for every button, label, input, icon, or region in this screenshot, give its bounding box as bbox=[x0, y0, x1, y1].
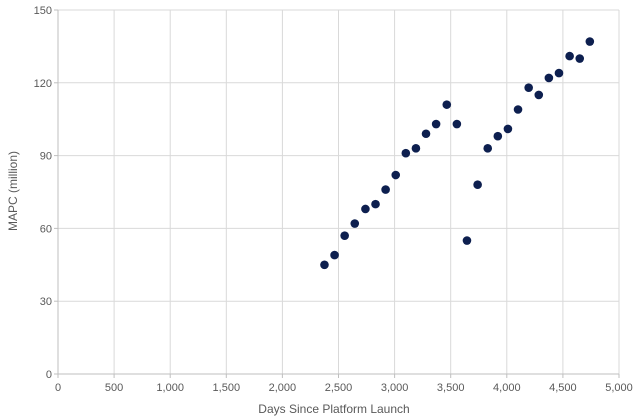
data-point bbox=[462, 236, 472, 245]
tick-labels: 0 500 1,000 1,500 2,000 2,500 3,000 3,500 4,000 4… bbox=[34, 5, 633, 394]
data-point bbox=[320, 260, 329, 270]
data-point bbox=[493, 131, 503, 141]
y-tick-label: 0 bbox=[46, 369, 52, 381]
data-point bbox=[473, 180, 482, 190]
x-tick-label: 3,500 bbox=[437, 382, 465, 394]
x-tick-label: 2,500 bbox=[325, 382, 353, 394]
data-point bbox=[381, 185, 390, 194]
data-point bbox=[534, 90, 544, 100]
data-point bbox=[544, 73, 554, 83]
data-point bbox=[483, 144, 493, 153]
y-tick-label: 150 bbox=[34, 5, 52, 17]
x-tick-label: 0 bbox=[55, 382, 61, 394]
data-points bbox=[320, 37, 595, 270]
data-point bbox=[442, 100, 452, 109]
x-tick-label: 500 bbox=[105, 382, 123, 394]
x-tick-label: 3,000 bbox=[381, 382, 409, 394]
grid bbox=[58, 9, 620, 374]
data-point bbox=[401, 148, 411, 158]
data-point bbox=[524, 83, 533, 92]
data-point bbox=[565, 51, 574, 61]
data-point bbox=[452, 119, 462, 129]
data-point bbox=[585, 37, 595, 46]
data-point bbox=[361, 204, 370, 214]
data-point bbox=[431, 119, 441, 129]
x-tick-label: 1,500 bbox=[213, 382, 241, 394]
data-point bbox=[513, 105, 523, 114]
x-tick-label: 4,500 bbox=[549, 382, 577, 394]
data-point bbox=[411, 144, 421, 153]
data-point bbox=[371, 199, 380, 209]
y-axis-title: MAPC (million) bbox=[6, 151, 20, 231]
data-point bbox=[330, 250, 339, 260]
x-tick-label: 5,000 bbox=[605, 382, 633, 394]
x-tick-label: 1,000 bbox=[156, 382, 184, 394]
x-tick-label: 4,000 bbox=[493, 382, 521, 394]
axes bbox=[54, 9, 620, 378]
data-point bbox=[340, 231, 349, 240]
y-tick-label: 30 bbox=[40, 296, 52, 308]
data-point bbox=[575, 54, 585, 63]
data-point bbox=[421, 129, 431, 139]
y-tick-label: 120 bbox=[34, 78, 52, 90]
x-tick-label: 2,000 bbox=[269, 382, 297, 394]
y-tick-label: 60 bbox=[40, 223, 52, 235]
data-point bbox=[554, 68, 564, 78]
y-tick-label: 90 bbox=[40, 151, 52, 163]
x-axis-title: Days Since Platform Launch bbox=[258, 402, 409, 416]
data-point bbox=[350, 219, 360, 228]
data-point bbox=[391, 170, 401, 180]
data-point bbox=[503, 124, 513, 134]
